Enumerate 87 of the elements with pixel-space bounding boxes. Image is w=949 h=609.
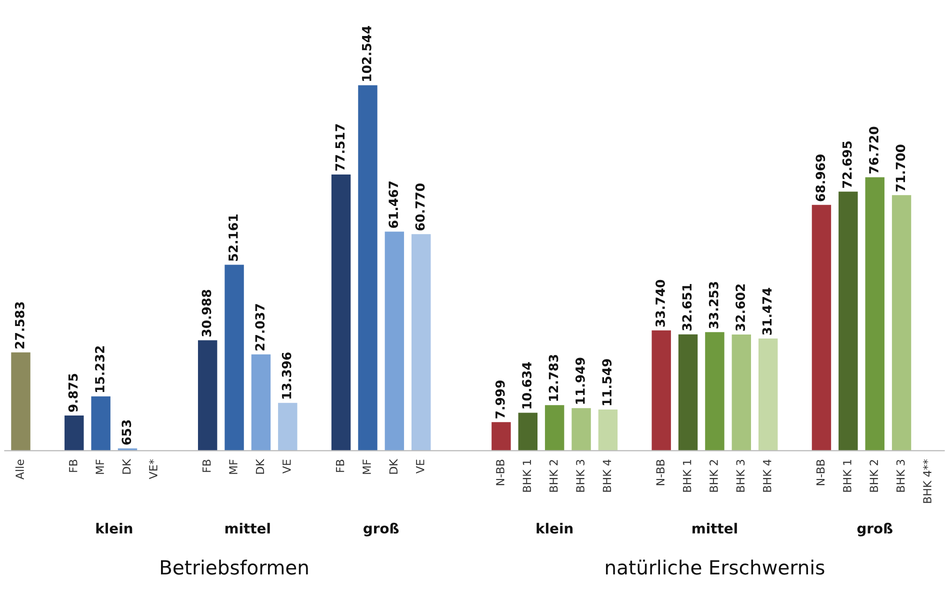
x-tick-label: DK [122, 458, 131, 474]
data-label: 60.770 [415, 184, 425, 230]
data-label: 653 [122, 420, 132, 445]
x-tick-label: DK [256, 458, 264, 474]
bar [544, 405, 564, 451]
x-tick-label: BHK 4 [763, 460, 772, 492]
x-tick-label: BHK 3 [576, 460, 584, 492]
bar [224, 264, 244, 451]
bar [572, 408, 591, 451]
x-tick-label: N-BB [656, 460, 664, 486]
data-label: 27.037 [255, 304, 265, 350]
x-tick-label: MF [362, 460, 371, 474]
bar [278, 402, 298, 451]
data-label: 30.988 [202, 290, 212, 336]
text: klein [96, 522, 132, 534]
data-label: 12.783 [548, 354, 558, 401]
bar [705, 332, 724, 451]
data-label: 31.474 [762, 288, 772, 335]
x-tick-label: BHK 3 [896, 460, 905, 492]
x-tick-label: FB [336, 460, 344, 472]
x-tick-label: BHK 1 [522, 460, 531, 492]
data-label: 15.232 [95, 346, 104, 392]
bar [64, 415, 84, 451]
x-tick-label: BHK 2 [710, 460, 718, 492]
x-tick-label: DK [389, 458, 398, 474]
bar [492, 422, 511, 451]
bar [384, 232, 404, 451]
x-tick-label: VE [282, 460, 291, 474]
data-label: 13.396 [282, 352, 292, 399]
data-label: 61.467 [388, 181, 398, 228]
bar [838, 192, 858, 451]
bar [678, 334, 698, 451]
x-tick-label: BHK 4** [923, 459, 932, 503]
bar [251, 354, 271, 451]
data-label: 27.583 [14, 302, 24, 348]
x-tick-label: N-BB [816, 460, 825, 486]
x-tick-label: BHK 2 [549, 460, 558, 492]
x-tick-label: FB [69, 460, 78, 472]
x-tick-label: MF [96, 460, 104, 474]
bar [11, 352, 30, 451]
x-tick-label: FB [202, 460, 211, 472]
text: Betriebsformen [161, 560, 308, 575]
x-tick-label: BHK 3 [736, 460, 745, 492]
text: klein [536, 522, 573, 534]
data-label: 10.634 [522, 362, 532, 408]
x-tick-label: MF [229, 460, 238, 474]
x-tick-label: BHK 2 [870, 460, 878, 492]
data-label: 72.695 [842, 141, 852, 188]
x-tick-label: VE* [149, 459, 158, 480]
bar [518, 412, 538, 451]
x-tick-label: VE [416, 460, 424, 474]
bar [358, 85, 378, 451]
data-label: 32.602 [736, 284, 746, 331]
x-tick-label: Alle [15, 460, 24, 480]
bar [91, 396, 110, 451]
bar [865, 177, 884, 451]
data-label: 9.875 [68, 374, 78, 412]
bar [412, 234, 431, 451]
x-tick-label: BHK 4 [602, 460, 612, 492]
data-label: 52.161 [228, 214, 238, 261]
bar [812, 204, 832, 451]
bar [598, 410, 618, 451]
text: groß [364, 522, 399, 536]
data-label: 33.740 [656, 280, 665, 327]
data-label: 7.999 [495, 380, 505, 418]
x-tick-label: BHK 1 [843, 460, 852, 492]
data-label: 32.651 [682, 284, 692, 331]
data-label: 11.549 [602, 359, 612, 406]
bar [198, 340, 218, 451]
bar [758, 338, 778, 451]
bar [732, 334, 752, 451]
text: groß [857, 522, 892, 536]
data-label: 77.517 [335, 124, 345, 171]
data-label: 33.253 [708, 282, 718, 328]
data-label: 11.949 [575, 358, 585, 404]
text: mittel [225, 522, 270, 534]
bar [652, 330, 671, 451]
x-tick-label: N-BB [496, 460, 504, 486]
data-label: 68.969 [816, 154, 826, 202]
text: natürliche Erschwernis [606, 560, 824, 575]
data-label: 102.544 [362, 26, 372, 81]
x-tick-label: BHK 1 [682, 460, 692, 492]
bar [892, 195, 912, 451]
data-label: 71.700 [896, 144, 906, 192]
text: mittel [692, 522, 737, 534]
data-label: 76.720 [869, 126, 878, 174]
bar [331, 174, 351, 451]
